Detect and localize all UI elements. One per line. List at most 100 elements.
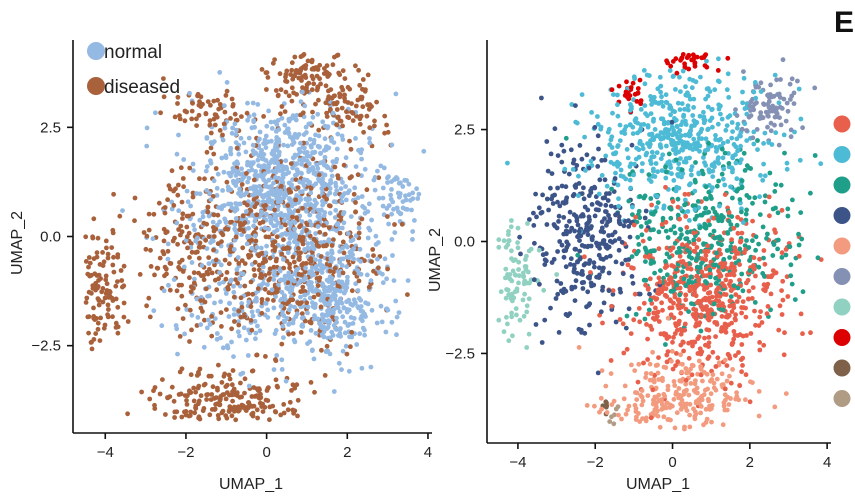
left-point-series-0 (312, 304, 317, 310)
left-point-series-0 (318, 160, 323, 166)
right-point-series-0 (735, 230, 741, 236)
left-point-series-1 (256, 386, 262, 392)
right-point-series-2 (790, 197, 795, 203)
left-point-series-1 (315, 292, 321, 297)
left-point-series-1 (295, 397, 301, 403)
left-point-series-0 (200, 214, 206, 220)
left-point-series-0 (165, 241, 171, 247)
left-point-series-1 (193, 250, 199, 255)
left-point-series-0 (153, 110, 158, 116)
left-point-series-1 (252, 259, 258, 265)
right-point-series-3 (587, 322, 592, 328)
left-point-series-0 (204, 136, 210, 141)
right-point-series-2 (703, 184, 709, 190)
left-point-series-1 (332, 265, 338, 271)
right-point-series-2 (709, 243, 714, 249)
right-point-series-7 (692, 63, 698, 69)
right-point-series-4 (584, 403, 590, 408)
left-point-series-0 (266, 108, 271, 114)
right-point-series-1 (726, 95, 732, 100)
left-x-tick-label: 2 (343, 444, 351, 461)
right-point-series-3 (533, 191, 538, 197)
left-point-series-0 (304, 130, 309, 135)
right-point-series-3 (599, 225, 605, 231)
left-point-series-0 (386, 221, 391, 227)
left-point-series-0 (324, 313, 330, 318)
right-point-series-1 (609, 134, 615, 140)
right-point-series-2 (575, 252, 581, 258)
right-point-series-0 (743, 314, 749, 320)
right-point-series-3 (548, 185, 553, 191)
left-point-series-0 (376, 240, 381, 245)
right-point-series-1 (733, 144, 739, 150)
left-point-series-0 (355, 304, 361, 309)
left-point-series-0 (239, 177, 245, 183)
right-point-series-3 (576, 232, 582, 238)
left-point-series-1 (242, 261, 248, 266)
left-point-series-0 (351, 297, 357, 303)
left-point-series-1 (213, 257, 219, 263)
left-point-series-1 (317, 275, 323, 281)
right-point-series-2 (719, 242, 724, 248)
right-point-series-2 (693, 257, 699, 263)
right-point-series-1 (660, 152, 666, 158)
right-point-series-3 (555, 291, 561, 297)
left-point-series-1 (364, 113, 370, 119)
right-point-series-0 (758, 309, 763, 314)
left-point-series-1 (165, 197, 171, 203)
left-point-series-1 (316, 127, 322, 133)
right-point-series-4 (721, 403, 727, 409)
left-point-series-0 (393, 91, 399, 97)
right-point-series-0 (691, 230, 696, 236)
right-point-series-1 (752, 80, 758, 85)
left-point-series-1 (188, 372, 194, 378)
right-point-series-1 (776, 100, 782, 106)
right-point-series-7 (637, 77, 643, 83)
left-point-series-1 (231, 294, 237, 300)
left-point-series-0 (346, 188, 352, 194)
right-point-series-1 (688, 127, 694, 133)
right-point-series-3 (626, 224, 632, 229)
left-point-series-0 (251, 112, 257, 118)
left-point-series-1 (113, 320, 119, 326)
right-point-series-0 (704, 304, 709, 309)
right-point-series-1 (705, 93, 711, 99)
right-point-series-1 (631, 74, 637, 80)
right-point-series-4 (654, 400, 659, 406)
right-point-series-1 (654, 150, 660, 156)
left-point-series-1 (311, 236, 317, 242)
left-point-series-0 (245, 233, 250, 239)
right-point-series-1 (703, 136, 709, 142)
left-point-series-0 (316, 176, 321, 182)
left-point-series-1 (358, 94, 364, 100)
right-point-series-1 (576, 193, 581, 199)
right-point-series-0 (731, 329, 737, 334)
right-point-series-1 (675, 135, 681, 141)
left-point-series-1 (371, 253, 376, 258)
left-point-series-0 (262, 171, 268, 177)
left-point-series-0 (315, 224, 321, 229)
left-point-series-0 (244, 241, 250, 247)
left-point-series-0 (350, 237, 356, 243)
left-point-series-0 (240, 370, 246, 376)
left-point-series-1 (132, 195, 138, 201)
right-point-series-6 (522, 291, 527, 297)
left-point-series-1 (238, 295, 244, 301)
left-point-series-0 (337, 309, 343, 314)
left-point-series-0 (389, 142, 395, 148)
left-point-series-1 (213, 226, 219, 232)
right-point-series-1 (705, 127, 711, 133)
left-point-series-1 (207, 412, 213, 418)
right-point-series-6 (514, 312, 519, 318)
left-point-series-1 (177, 116, 183, 122)
left-point-series-1 (91, 216, 97, 222)
left-point-series-0 (339, 194, 345, 200)
left-point-series-0 (289, 142, 295, 148)
left-point-series-0 (342, 191, 347, 196)
right-point-series-4 (611, 398, 617, 404)
left-point-series-1 (174, 288, 180, 294)
right-point-series-0 (709, 294, 715, 300)
right-point-series-2 (707, 267, 713, 273)
right-point-series-0 (665, 281, 671, 287)
left-point-series-1 (203, 286, 209, 292)
